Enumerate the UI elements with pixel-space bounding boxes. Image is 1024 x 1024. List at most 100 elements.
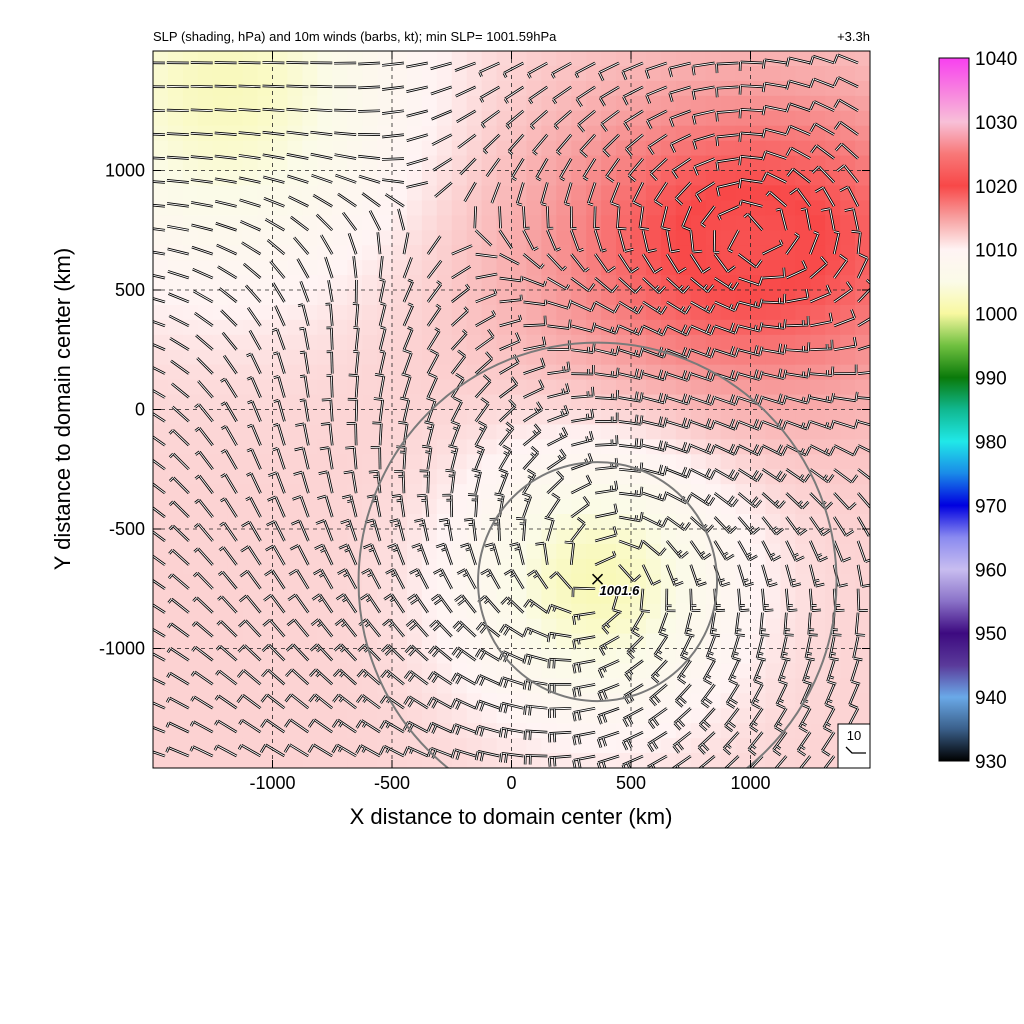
slp-cell (556, 618, 572, 635)
slp-cell (481, 753, 498, 768)
slp-cell (660, 185, 677, 201)
slp-cell (227, 334, 244, 351)
slp-cell (287, 424, 303, 440)
wind-barb (407, 593, 429, 614)
wind-barb (259, 743, 286, 758)
slp-cell (526, 185, 542, 201)
wind-barb (262, 618, 286, 638)
wind-barb (315, 213, 334, 232)
wind-barb (370, 445, 382, 470)
slp-cell (690, 379, 707, 396)
slp-cell (690, 334, 707, 351)
slp-cell (735, 379, 752, 396)
slp-cell (496, 51, 513, 67)
wind-barb (264, 218, 286, 232)
slp-cell (825, 588, 841, 605)
slp-cell (780, 170, 796, 187)
wind-barb (246, 472, 262, 494)
slp-cell (421, 185, 438, 201)
slp-cell (332, 633, 348, 650)
slp-cell (750, 185, 767, 201)
slp-cell (825, 379, 841, 396)
slp-cell (855, 304, 870, 321)
slp-cell (705, 499, 722, 515)
wind-barb (378, 349, 387, 374)
slp-cell (167, 275, 184, 291)
wind-barb (378, 278, 386, 303)
slp-cell (332, 110, 348, 127)
wind-barb (315, 519, 334, 542)
slp-cell (675, 573, 692, 590)
slp-cell (287, 275, 303, 291)
slp-cell (242, 633, 259, 650)
slp-cell (750, 80, 767, 97)
slp-cell (840, 319, 856, 336)
slp-cell (362, 230, 378, 246)
slp-cell (153, 543, 169, 560)
slp-cell (541, 693, 557, 709)
slp-cell (212, 349, 229, 366)
x-tick-label: 500 (616, 773, 646, 793)
slp-cell (272, 110, 289, 127)
wind-barb (403, 670, 429, 686)
wind-barb (220, 425, 238, 446)
wind-barb (397, 208, 406, 231)
slp-cell (526, 260, 542, 276)
slp-cell (182, 753, 199, 768)
slp-cell (392, 753, 408, 768)
slp-cell (780, 409, 796, 426)
slp-cell (332, 334, 348, 351)
wind-barb (196, 357, 214, 375)
slp-cell (481, 663, 498, 679)
slp-cell (511, 693, 528, 709)
slp-cell (182, 334, 199, 351)
wind-barb (288, 568, 310, 590)
slp-cell (481, 439, 498, 455)
wind-barb (153, 227, 166, 232)
slp-cell (227, 753, 244, 768)
slp-cell (496, 693, 513, 709)
slp-cell (855, 424, 870, 440)
slp-cell (302, 514, 318, 530)
slp-cell (586, 543, 602, 560)
wind-barb (153, 250, 166, 256)
slp-cell (765, 304, 781, 321)
slp-cell (675, 603, 692, 620)
slp-cell (436, 65, 453, 82)
wind-barb (167, 292, 190, 304)
slp-cell (451, 185, 468, 201)
wind-barb (324, 256, 334, 279)
slp-cell (616, 708, 632, 724)
slp-cell (616, 80, 632, 97)
slp-cell (182, 349, 199, 366)
slp-cell (795, 603, 811, 620)
slp-cell (302, 200, 318, 216)
slp-cell (720, 245, 737, 261)
slp-cell (690, 753, 707, 768)
slp-cell (182, 110, 199, 127)
wind-barb (332, 693, 357, 710)
slp-cell (750, 319, 767, 336)
plot-area (153, 51, 870, 768)
slp-cell (421, 424, 438, 440)
wind-barb (153, 530, 166, 542)
slp-cell (511, 125, 528, 142)
slp-cell (855, 110, 870, 127)
slp-cell (272, 230, 289, 246)
colorbar-tick-label: 930 (975, 752, 1007, 773)
slp-cell (317, 753, 333, 768)
slp-cell (377, 573, 393, 590)
slp-cell (616, 424, 632, 440)
slp-cell (392, 603, 408, 620)
slp-cell (466, 738, 483, 754)
slp-cell (720, 290, 737, 306)
slp-cell (616, 304, 632, 321)
slp-cell (705, 95, 722, 112)
colorbar-tick-label: 990 (975, 369, 1007, 390)
slp-cell (631, 573, 647, 590)
slp-cell (167, 469, 184, 485)
wind-barb (167, 247, 190, 256)
slp-cell (840, 454, 856, 470)
slp-cell (586, 125, 602, 142)
slp-cell (690, 454, 707, 470)
